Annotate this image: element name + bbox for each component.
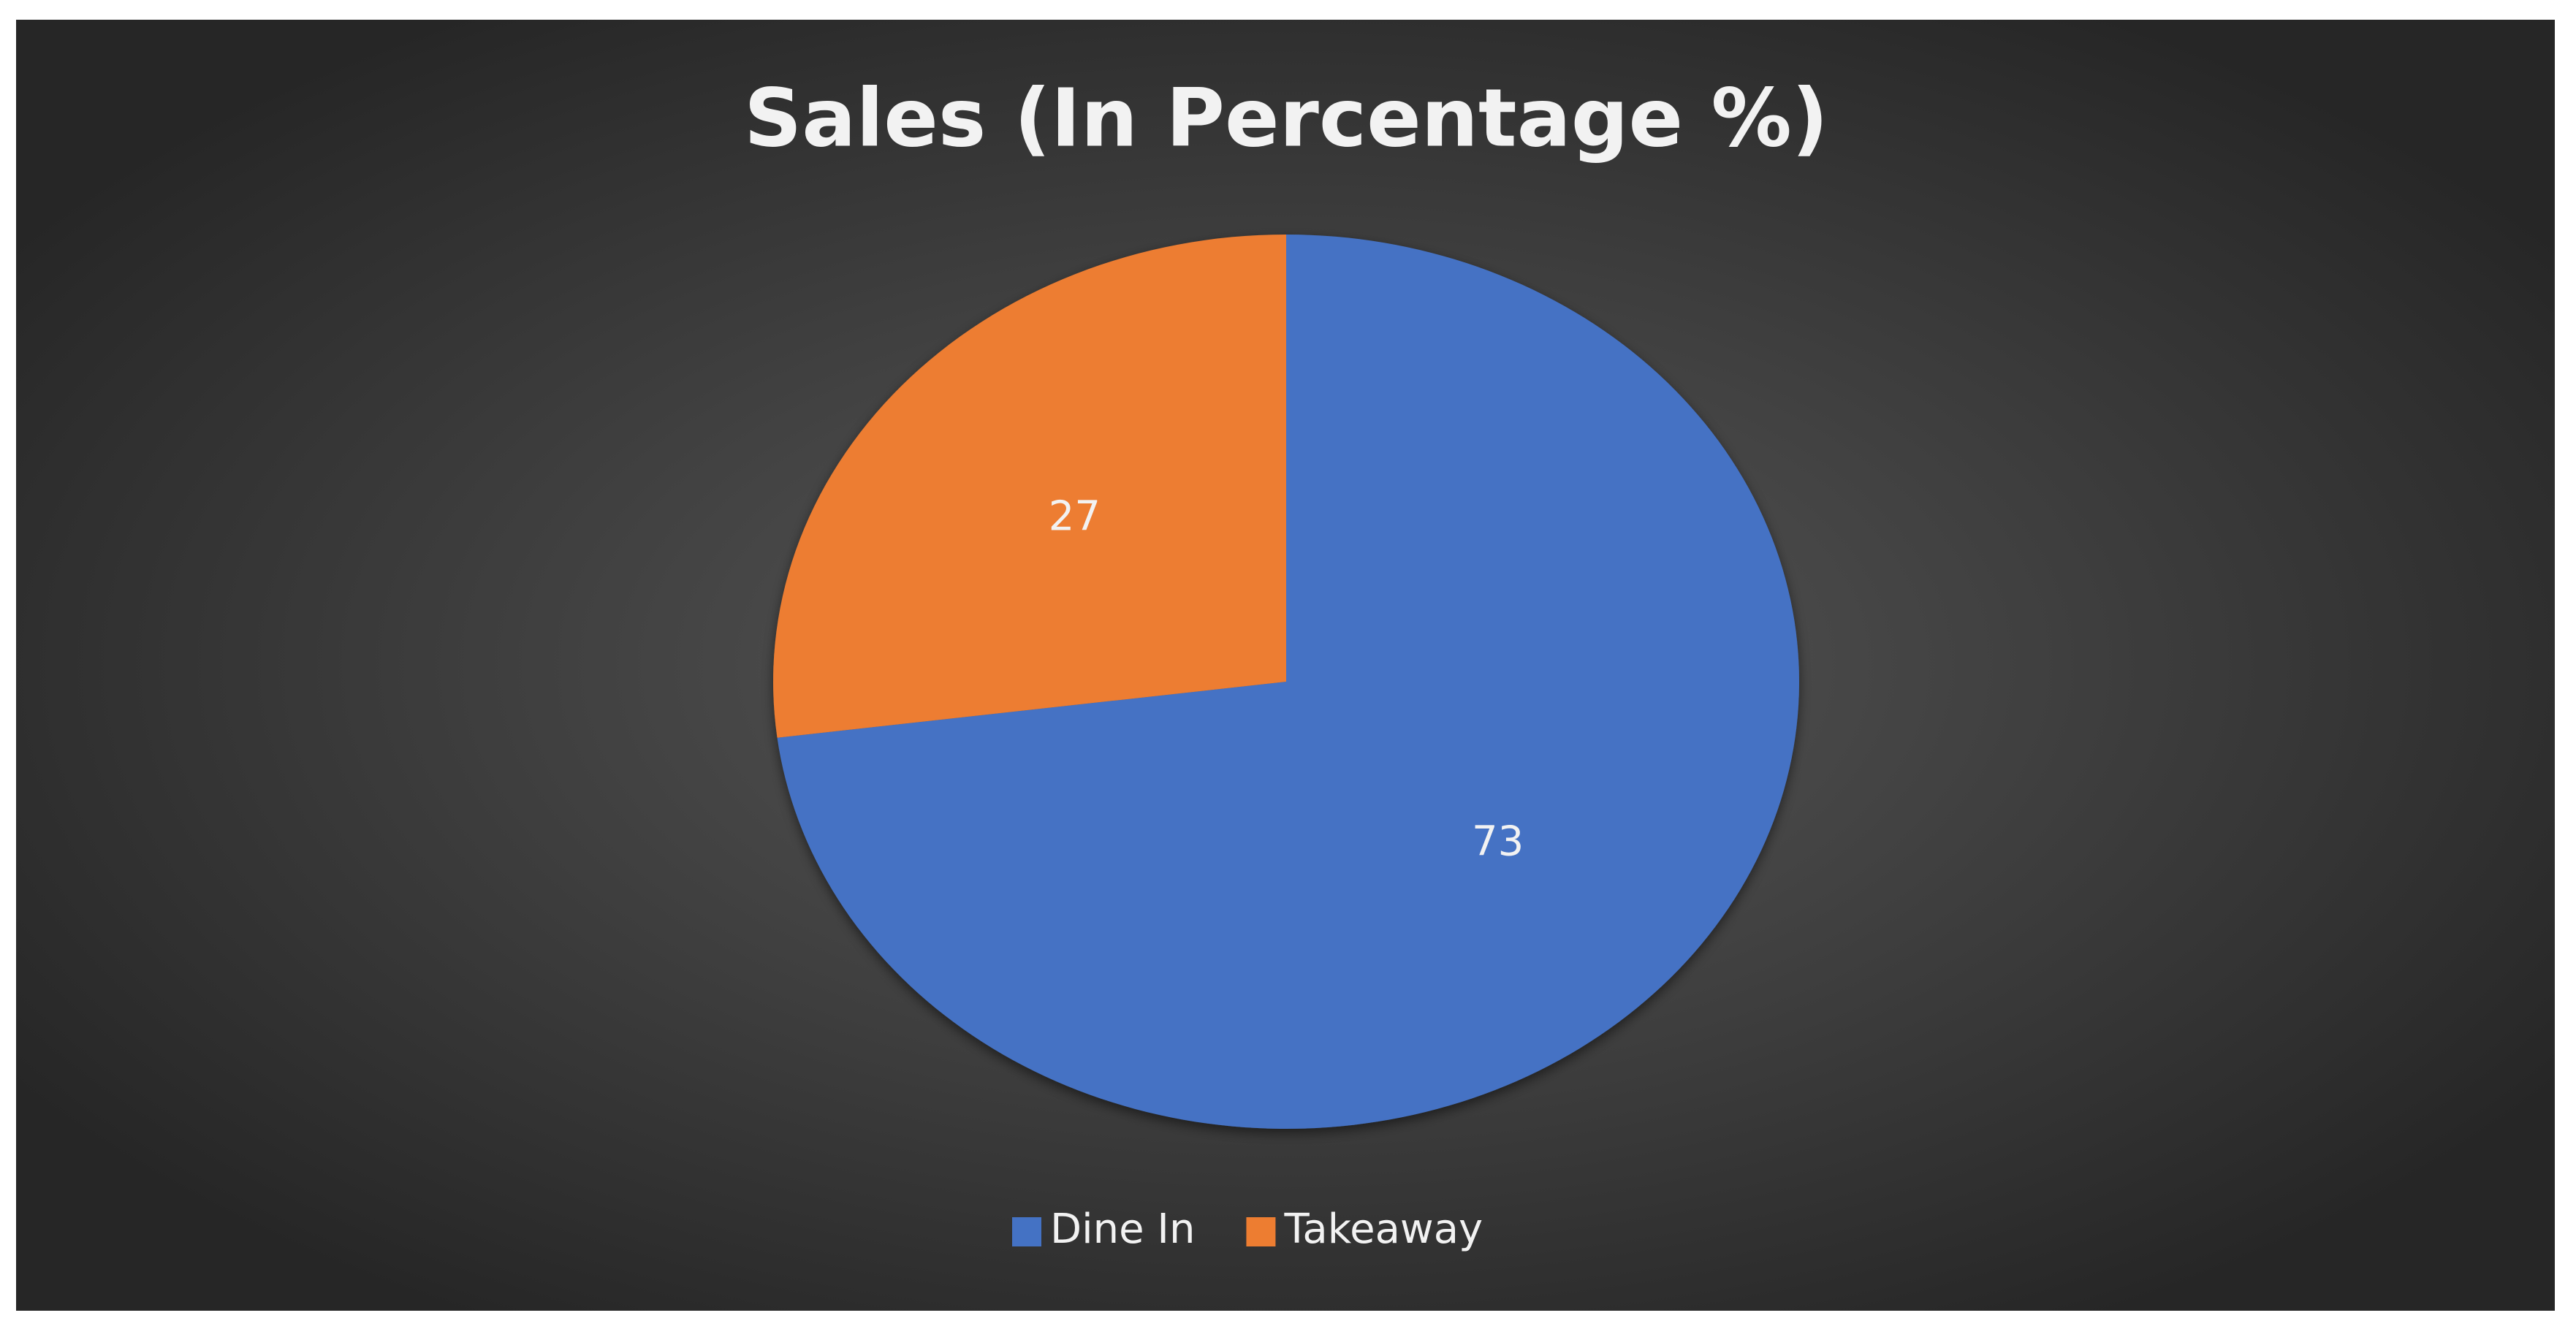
legend-label: Dine In (1050, 1206, 1195, 1253)
pie (773, 235, 1799, 1129)
pie-slice (773, 235, 1286, 738)
data-label: 27 (1049, 493, 1101, 541)
legend: Dine In Takeaway (1012, 1206, 1483, 1253)
legend-label: Takeaway (1283, 1206, 1483, 1253)
data-label: 73 (1472, 818, 1524, 866)
pie-slice (777, 235, 1799, 1129)
data-labels: 73 27 (1049, 493, 1524, 866)
legend-swatch (1012, 1217, 1041, 1246)
legend-swatch (1246, 1217, 1276, 1246)
chart-title: Sales (In Percentage %) (744, 71, 1828, 164)
